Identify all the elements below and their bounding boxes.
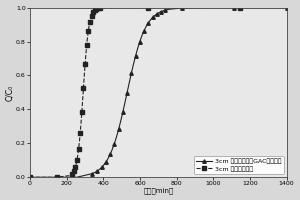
3cm 活性炭颗粒（GAC）固定床 <box>114 139 117 142</box>
3cm 结构化固定床 <box>89 17 93 19</box>
3cm 结构化固定床 <box>76 154 80 156</box>
Line: 3cm 活性炭颗粒（GAC）固定床: 3cm 活性炭颗粒（GAC）固定床 <box>28 6 288 179</box>
3cm 活性炭颗粒（GAC）固定床 <box>132 63 135 65</box>
X-axis label: 时间（min）: 时间（min） <box>143 188 173 194</box>
Y-axis label: C/C₀: C/C₀ <box>6 84 15 101</box>
3cm 结构化固定床 <box>92 11 95 13</box>
3cm 结构化固定床 <box>192 6 196 9</box>
3cm 活性炭颗粒（GAC）固定床 <box>220 6 223 9</box>
3cm 结构化固定床 <box>74 166 77 168</box>
3cm 结构化固定床 <box>88 20 92 23</box>
3cm 结构化固定床 <box>146 6 150 9</box>
Legend: 3cm 活性炭颗粒（GAC）固定床, 3cm 结构化固定床: 3cm 活性炭颗粒（GAC）固定床, 3cm 结构化固定床 <box>194 156 284 174</box>
3cm 结构化固定床 <box>86 30 90 32</box>
3cm 结构化固定床 <box>94 8 98 10</box>
3cm 活性炭颗粒（GAC）固定床 <box>285 6 288 9</box>
3cm 结构化固定床 <box>285 6 288 9</box>
3cm 结构化固定床 <box>42 176 45 178</box>
3cm 结构化固定床 <box>82 86 85 89</box>
3cm 结构化固定床 <box>83 63 87 66</box>
3cm 结构化固定床 <box>93 9 97 11</box>
3cm 活性炭颗粒（GAC）固定床 <box>102 164 106 166</box>
3cm 结构化固定床 <box>86 36 89 39</box>
3cm 结构化固定床 <box>74 163 78 165</box>
3cm 结构化固定床 <box>79 121 83 124</box>
3cm 结构化固定床 <box>97 7 101 9</box>
3cm 结构化固定床 <box>28 176 32 178</box>
3cm 活性炭颗粒（GAC）固定床 <box>115 136 118 138</box>
3cm 结构化固定床 <box>80 110 84 113</box>
3cm 结构化固定床 <box>91 13 94 15</box>
3cm 结构化固定床 <box>75 159 79 161</box>
3cm 结构化固定床 <box>78 132 82 134</box>
3cm 结构化固定床 <box>98 7 101 9</box>
3cm 结构化固定床 <box>87 25 91 27</box>
3cm 结构化固定床 <box>238 6 242 9</box>
3cm 结构化固定床 <box>72 170 76 173</box>
3cm 结构化固定床 <box>100 7 103 9</box>
Line: 3cm 结构化固定床: 3cm 结构化固定床 <box>28 6 288 179</box>
3cm 结构化固定床 <box>78 140 81 143</box>
3cm 结构化固定床 <box>68 174 72 177</box>
3cm 结构化固定床 <box>94 8 98 11</box>
3cm 结构化固定床 <box>90 15 93 17</box>
3cm 活性炭颗粒（GAC）固定床 <box>118 124 122 126</box>
3cm 结构化固定床 <box>92 10 96 12</box>
3cm 结构化固定床 <box>82 74 86 77</box>
3cm 结构化固定床 <box>95 8 99 10</box>
3cm 结构化固定床 <box>77 148 80 150</box>
3cm 结构化固定床 <box>85 44 88 46</box>
3cm 结构化固定床 <box>71 172 75 174</box>
3cm 结构化固定床 <box>81 99 85 101</box>
3cm 结构化固定床 <box>55 176 59 178</box>
3cm 结构化固定床 <box>84 53 88 55</box>
3cm 结构化固定床 <box>73 168 76 171</box>
3cm 活性炭颗粒（GAC）固定床 <box>28 176 32 178</box>
3cm 结构化固定床 <box>70 173 74 175</box>
3cm 结构化固定床 <box>96 7 100 10</box>
